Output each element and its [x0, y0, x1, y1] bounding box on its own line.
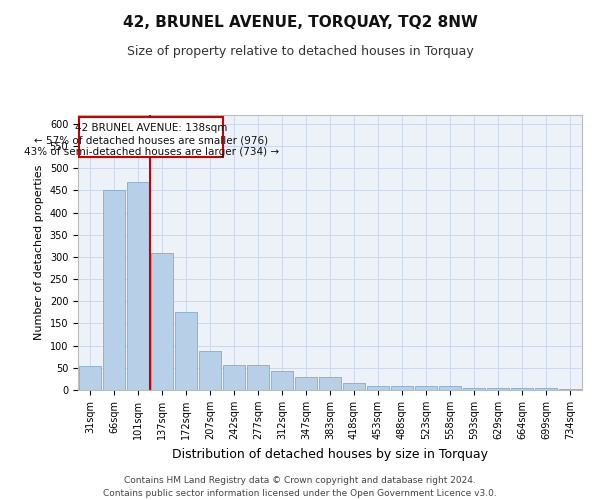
- Bar: [415, 386, 437, 390]
- Bar: [535, 388, 557, 390]
- Bar: [271, 371, 293, 390]
- Bar: [151, 252, 173, 390]
- Bar: [319, 376, 341, 390]
- Bar: [367, 386, 389, 390]
- Bar: [223, 364, 245, 390]
- Bar: [127, 182, 149, 390]
- Text: Size of property relative to detached houses in Torquay: Size of property relative to detached ho…: [127, 45, 473, 58]
- Text: 42 BRUNEL AVENUE: 138sqm: 42 BRUNEL AVENUE: 138sqm: [75, 124, 227, 134]
- Bar: [343, 384, 365, 390]
- Bar: [559, 388, 581, 390]
- Bar: [295, 376, 317, 390]
- Bar: [487, 388, 509, 390]
- Text: 43% of semi-detached houses are larger (734) →: 43% of semi-detached houses are larger (…: [23, 148, 279, 158]
- Bar: [511, 388, 533, 390]
- X-axis label: Distribution of detached houses by size in Torquay: Distribution of detached houses by size …: [172, 448, 488, 460]
- Bar: [199, 351, 221, 390]
- FancyBboxPatch shape: [79, 117, 223, 157]
- Text: ← 57% of detached houses are smaller (976): ← 57% of detached houses are smaller (97…: [34, 136, 268, 145]
- Bar: [103, 190, 125, 390]
- Y-axis label: Number of detached properties: Number of detached properties: [34, 165, 44, 340]
- Bar: [247, 364, 269, 390]
- Text: Contains HM Land Registry data © Crown copyright and database right 2024.
Contai: Contains HM Land Registry data © Crown c…: [103, 476, 497, 498]
- Bar: [79, 366, 101, 390]
- Text: 42, BRUNEL AVENUE, TORQUAY, TQ2 8NW: 42, BRUNEL AVENUE, TORQUAY, TQ2 8NW: [122, 15, 478, 30]
- Bar: [175, 312, 197, 390]
- Bar: [463, 388, 485, 390]
- Bar: [391, 386, 413, 390]
- Bar: [439, 386, 461, 390]
